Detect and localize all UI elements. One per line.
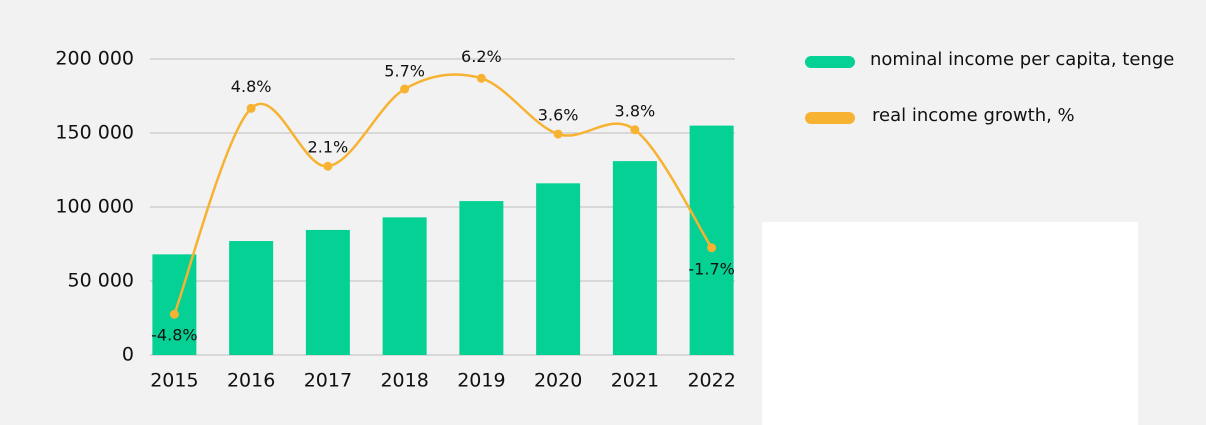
bar: [689, 125, 734, 355]
data-label: 2.1%: [308, 138, 349, 157]
data-label: -1.7%: [688, 259, 734, 278]
bar: [305, 229, 350, 355]
y-tick-label: 0: [122, 344, 134, 366]
x-tick-label: 2017: [304, 370, 352, 392]
line-point: [400, 84, 410, 94]
x-tick-label: 2020: [534, 370, 582, 392]
y-tick-label: 150 000: [55, 122, 134, 144]
line-point: [553, 129, 563, 139]
x-tick-label: 2016: [227, 370, 275, 392]
y-tick-label: 200 000: [55, 48, 134, 70]
bar: [536, 183, 581, 355]
legend-swatch: [805, 112, 855, 124]
bar: [382, 217, 427, 355]
line-point: [246, 103, 256, 113]
bar: [229, 241, 274, 355]
y-tick-label: 100 000: [55, 196, 134, 218]
bar: [459, 201, 504, 355]
data-label: 6.2%: [461, 47, 502, 66]
legend-swatch: [805, 56, 855, 68]
x-tick-label: 2015: [150, 370, 198, 392]
y-tick-label: 50 000: [68, 270, 134, 292]
x-tick-label: 2019: [457, 370, 505, 392]
data-label: 5.7%: [384, 62, 425, 81]
x-tick-label: 2021: [611, 370, 659, 392]
line-point: [476, 73, 486, 83]
bar: [612, 161, 657, 355]
blank-panel: [762, 222, 1138, 425]
legend-label: nominal income per capita, tenge: [870, 49, 1174, 70]
line-point: [169, 309, 179, 319]
line-point: [323, 161, 333, 171]
x-tick-label: 2018: [380, 370, 428, 392]
data-label: 4.8%: [231, 77, 272, 96]
data-label: 3.8%: [615, 101, 656, 120]
legend-label: real income growth, %: [872, 105, 1075, 126]
data-label: -4.8%: [151, 326, 197, 345]
x-tick-label: 2022: [687, 370, 735, 392]
line-point: [630, 125, 640, 135]
data-label: 3.6%: [538, 106, 579, 125]
line-point: [707, 243, 717, 253]
